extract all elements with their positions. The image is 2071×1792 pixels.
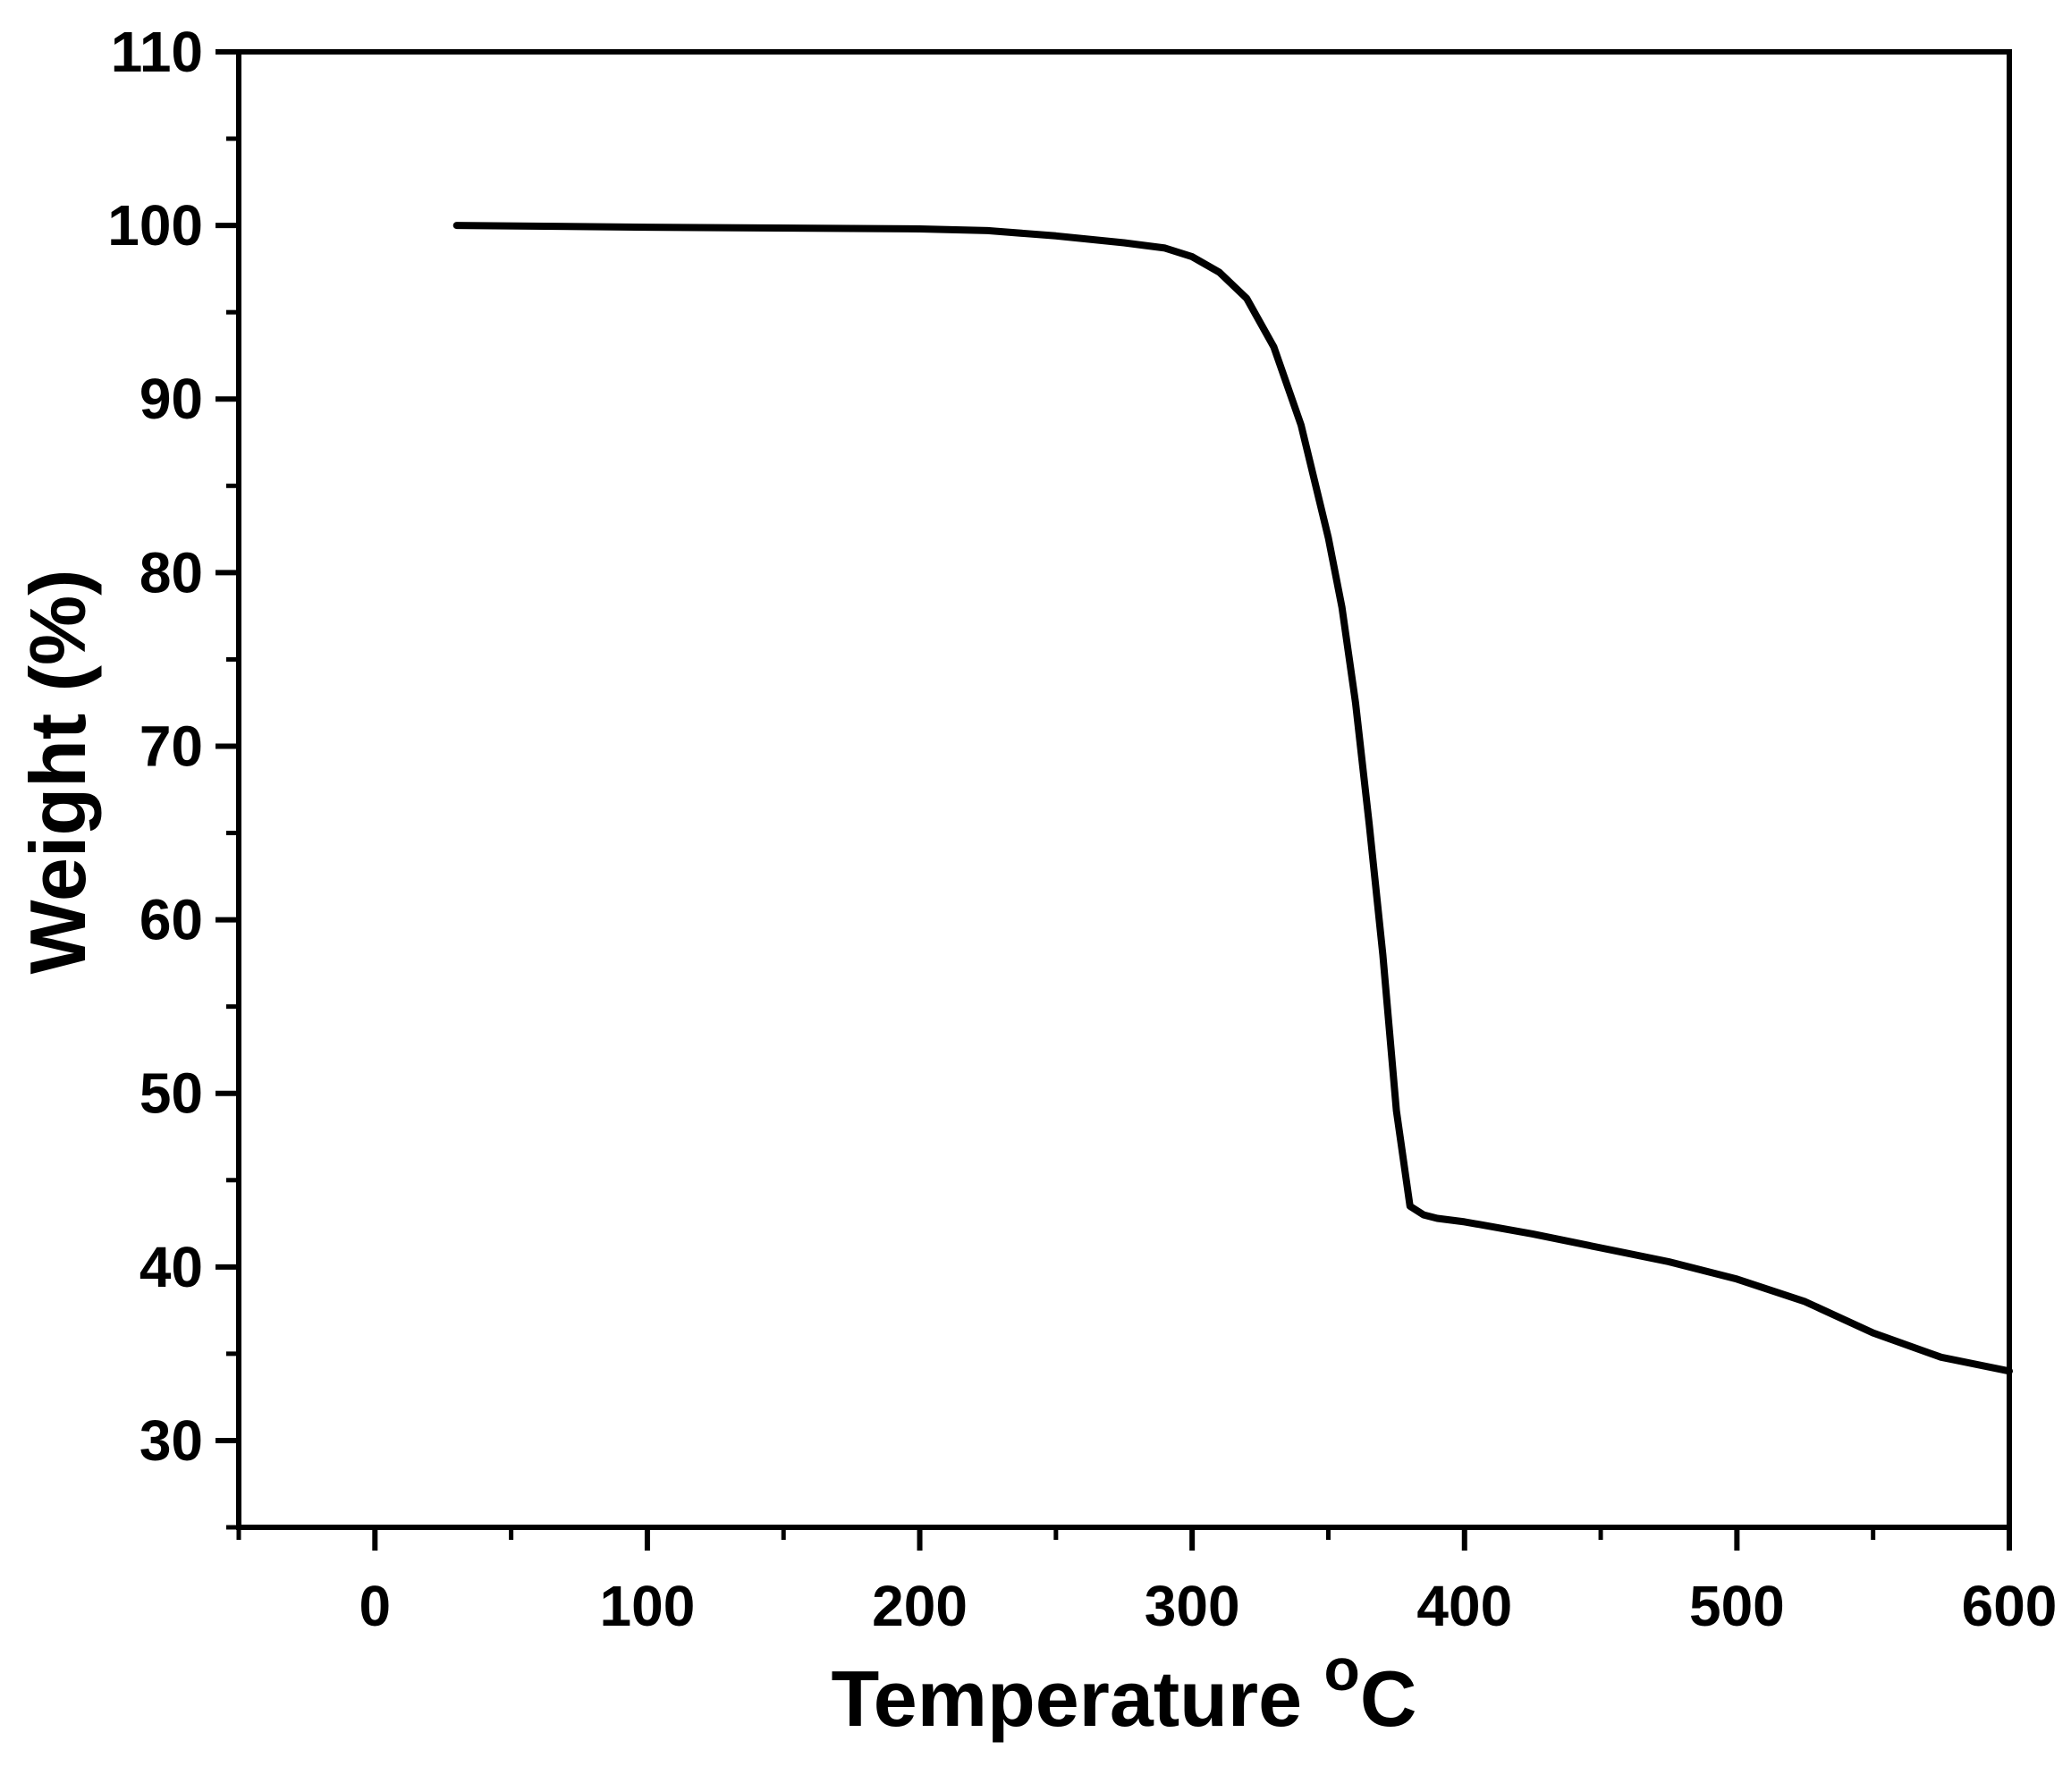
x-axis-title: Temperature oC	[832, 1636, 1417, 1743]
y-axis-ticks	[216, 49, 239, 1530]
weight-loss-curve	[452, 222, 2013, 1375]
x-axis-tick-labels: 0 100 200 300 400 500 600	[359, 1574, 2058, 1638]
x-tick-label: 100	[600, 1574, 696, 1638]
x-axis-title-superscript: o	[1324, 1636, 1360, 1703]
y-tick-label: 100	[107, 193, 203, 258]
y-tick-label: 50	[139, 1061, 203, 1126]
y-axis-title: Weight (%)	[13, 570, 102, 975]
y-axis-tick-labels: 30 40 50 60 70 80 90 100 110	[107, 20, 203, 1473]
x-axis-ticks	[236, 1527, 2012, 1551]
x-tick-label: 0	[359, 1574, 392, 1638]
x-tick-label: 400	[1416, 1574, 1512, 1638]
y-tick-label: 30	[139, 1408, 203, 1473]
y-tick-label: 70	[139, 714, 203, 778]
y-tick-label: 40	[139, 1235, 203, 1299]
x-tick-label: 300	[1145, 1574, 1240, 1638]
x-tick-label: 200	[872, 1574, 968, 1638]
x-tick-label: 600	[1962, 1574, 2058, 1638]
x-axis-title-unit: C	[1360, 1654, 1417, 1743]
plot-frame	[236, 49, 2012, 1530]
x-tick-label: 500	[1689, 1574, 1785, 1638]
y-tick-label: 80	[139, 540, 203, 604]
y-tick-label: 110	[111, 20, 203, 84]
y-tick-label: 90	[139, 367, 203, 431]
y-tick-label: 60	[139, 888, 203, 952]
x-axis-title-text: Temperature	[832, 1654, 1324, 1743]
